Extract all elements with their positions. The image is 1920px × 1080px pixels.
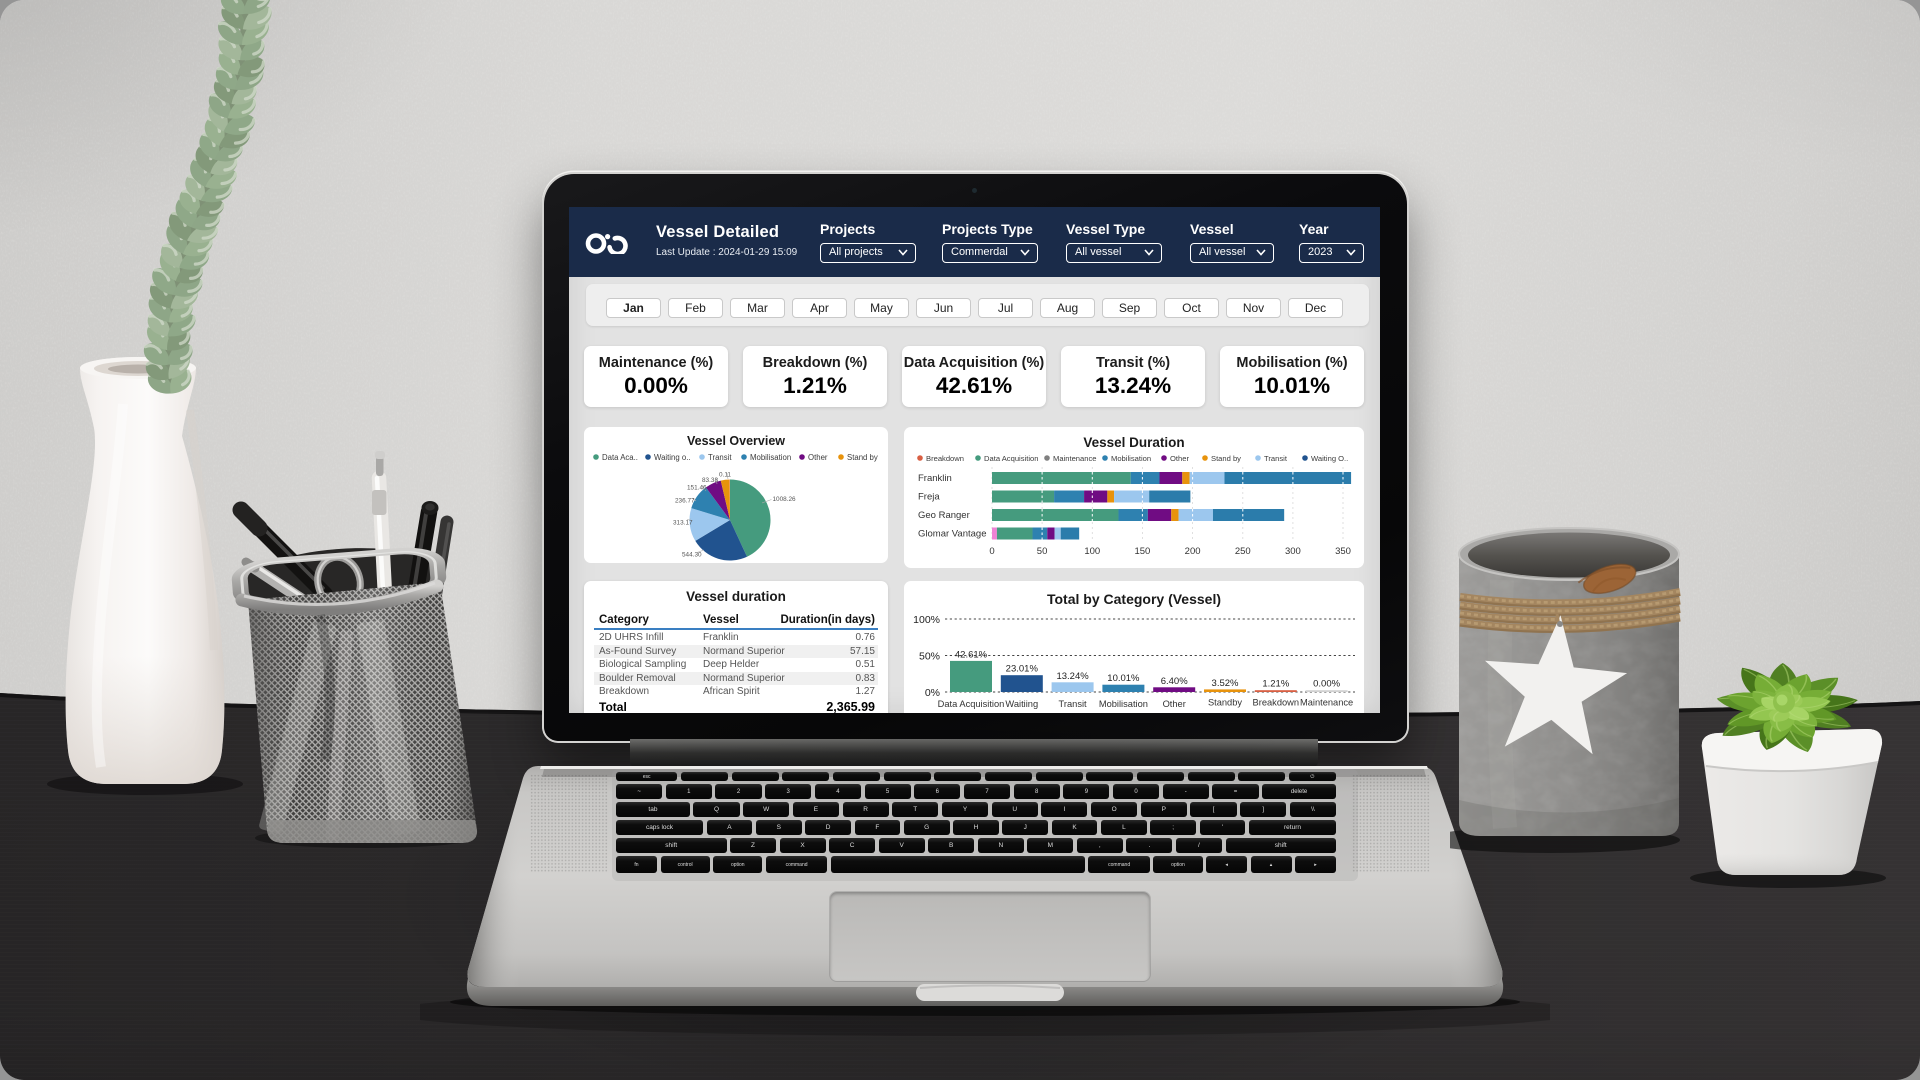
svg-text:236.77: 236.77 [675, 498, 695, 505]
svg-text:Vessel Overview: Vessel Overview [687, 434, 785, 448]
svg-text:42.61%: 42.61% [955, 649, 988, 660]
svg-text:Transit: Transit [1059, 699, 1087, 709]
svg-text:100%: 100% [913, 614, 940, 626]
svg-text:Standby: Standby [1208, 698, 1242, 708]
svg-text:Stand by: Stand by [1211, 454, 1241, 463]
svg-text:200: 200 [1185, 546, 1201, 557]
svg-text:Transit: Transit [1264, 454, 1288, 463]
svg-text:0.00%: 0.00% [1313, 679, 1340, 690]
svg-text:23.01%: 23.01% [1006, 664, 1039, 675]
svg-text:Waitiing: Waitiing [1005, 699, 1038, 709]
svg-text:0: 0 [989, 546, 994, 557]
svg-text:Data Acquisition: Data Acquisition [984, 454, 1038, 463]
svg-text:0%: 0% [925, 687, 940, 699]
svg-text:250: 250 [1235, 546, 1251, 557]
svg-text:Mobilisation: Mobilisation [1099, 699, 1148, 709]
svg-text:Breakdown: Breakdown [926, 454, 964, 463]
svg-text:50: 50 [1037, 546, 1048, 557]
svg-text:Geo Ranger: Geo Ranger [918, 510, 970, 521]
svg-text:Other: Other [1170, 454, 1189, 463]
svg-text:Vessel Duration: Vessel Duration [1083, 435, 1184, 450]
svg-text:Breakdown: Breakdown [1253, 698, 1300, 708]
svg-text:10.01%: 10.01% [1107, 673, 1140, 684]
svg-text:100: 100 [1084, 546, 1100, 557]
svg-text:6.40%: 6.40% [1161, 676, 1188, 687]
svg-text:1.21%: 1.21% [1262, 679, 1289, 690]
svg-text:Other: Other [1163, 699, 1186, 709]
svg-text:Other: Other [808, 453, 828, 462]
svg-text:Stand by: Stand by [847, 453, 878, 462]
svg-text:Waiting O..: Waiting O.. [1311, 454, 1348, 463]
svg-text:Mobilisation: Mobilisation [750, 453, 791, 462]
svg-text:Total by Category (Vessel): Total by Category (Vessel) [1047, 591, 1221, 607]
svg-text:Data Aca..: Data Aca.. [602, 453, 638, 462]
svg-text:1008.26: 1008.26 [773, 496, 797, 503]
svg-text:Waiting o..: Waiting o.. [654, 453, 691, 462]
svg-text:83.38: 83.38 [702, 477, 718, 484]
svg-text:Freja: Freja [918, 492, 940, 503]
svg-text:Data Acquisition: Data Acquisition [938, 699, 1005, 709]
svg-text:Mobilisation: Mobilisation [1111, 454, 1151, 463]
svg-text:151.46: 151.46 [687, 485, 707, 492]
svg-text:Maintenance: Maintenance [1053, 454, 1096, 463]
svg-text:Transit: Transit [708, 453, 732, 462]
svg-text:Franklin: Franklin [918, 473, 952, 484]
svg-text:544.30: 544.30 [682, 552, 702, 559]
svg-text:Maintenance: Maintenance [1300, 698, 1353, 708]
svg-text:Glomar Vantage: Glomar Vantage [918, 529, 986, 540]
svg-text:313.17: 313.17 [673, 520, 693, 527]
svg-text:150: 150 [1134, 546, 1150, 557]
svg-text:0.11: 0.11 [719, 472, 731, 479]
svg-text:3.52%: 3.52% [1212, 678, 1239, 689]
svg-text:350: 350 [1335, 546, 1351, 557]
svg-text:50%: 50% [919, 651, 940, 663]
svg-text:13.24%: 13.24% [1056, 671, 1089, 682]
svg-text:300: 300 [1285, 546, 1301, 557]
